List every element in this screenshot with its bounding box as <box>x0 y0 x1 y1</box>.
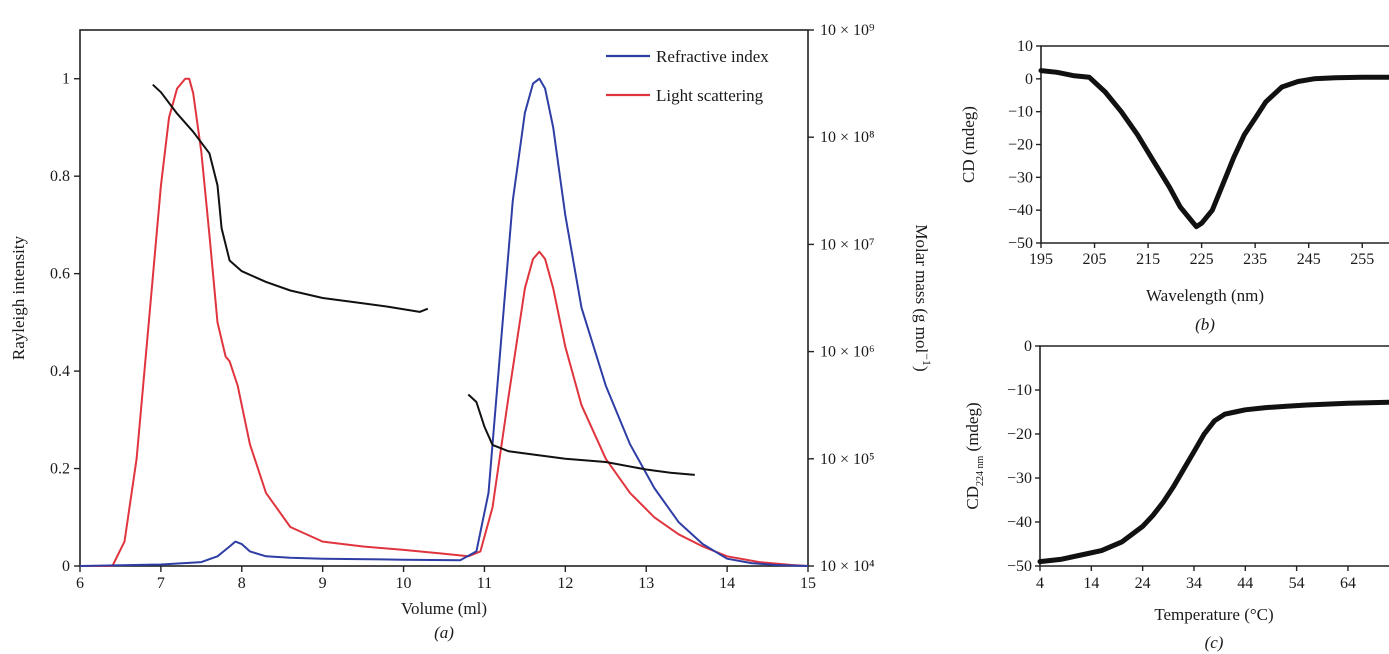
y2-axis-label-text: Molar mass (g mol <box>912 224 931 353</box>
x-tick-label: 44 <box>1237 575 1253 592</box>
y2-tick-label: 10 × 10⁵ <box>820 451 875 468</box>
y-tick-label: 0 <box>1025 71 1033 88</box>
x-tick-label: 8 <box>238 575 246 592</box>
y-tick-label: 0.4 <box>50 363 70 380</box>
y-tick-label: −20 <box>1007 426 1032 443</box>
x-tick-label: 11 <box>477 575 492 592</box>
x-tick-label: 235 <box>1243 251 1267 268</box>
y-axis-label: Rayleigh intensity <box>9 235 28 360</box>
y-axis-label-sub: 224 nm <box>975 456 986 487</box>
y-tick-label: −50 <box>1008 235 1033 252</box>
panel-label-a: (a) <box>434 623 454 642</box>
legend-label-refractive-index: Refractive index <box>656 47 769 66</box>
thermal-melt-line <box>1037 399 1389 565</box>
y-tick-label: −30 <box>1007 470 1032 487</box>
x-axis-label: Temperature (°C) <box>1154 605 1273 624</box>
y-tick-label: 0.2 <box>50 461 70 478</box>
y2-tick-label: 10 × 10⁴ <box>820 558 875 575</box>
molar-mass-line-1 <box>152 83 429 313</box>
x-tick-label: 12 <box>557 575 573 592</box>
x-tick-label: 54 <box>1289 575 1305 592</box>
x-tick-label: 195 <box>1029 251 1053 268</box>
y-tick-label: −30 <box>1008 169 1033 186</box>
y2-axis-label-close: ) <box>912 366 931 372</box>
x-tick-label: 225 <box>1190 251 1214 268</box>
x-tick-label: 34 <box>1186 575 1202 592</box>
y-tick-label: 0.8 <box>50 168 70 185</box>
cd-spectrum-line <box>1038 68 1389 230</box>
x-tick-label: 9 <box>319 575 327 592</box>
y-tick-label: 1 <box>62 71 70 88</box>
y-tick-label: 0 <box>62 558 70 575</box>
x-tick-label: 215 <box>1136 251 1160 268</box>
light-scattering-line <box>80 77 809 567</box>
x-tick-label: 4 <box>1036 575 1044 592</box>
y-tick-label: −10 <box>1008 104 1033 121</box>
x-tick-label: 6 <box>76 575 84 592</box>
x-tick-label: 7 <box>157 575 165 592</box>
x-tick-label: 14 <box>1083 575 1099 592</box>
panel-b: 195 205 215 225 235 245 255 10 0 −10 −20 −30 −40 −50 W… <box>959 38 1389 334</box>
x-tick-label: 15 <box>800 575 816 592</box>
x-tick-label: 24 <box>1135 575 1151 592</box>
x-tick-label: 64 <box>1340 575 1356 592</box>
y-tick-label: −40 <box>1007 514 1032 531</box>
refractive-index-line <box>79 77 809 567</box>
y2-tick-label: 10 × 10⁷ <box>820 236 875 253</box>
plot-frame-c <box>1039 345 1389 567</box>
x-tick-label: 245 <box>1297 251 1321 268</box>
y2-tick-label: 10 × 10⁹ <box>820 22 875 39</box>
x-tick-label: 205 <box>1083 251 1107 268</box>
panel-a: 6 7 8 9 10 11 12 13 14 15 0 0.2 0.4 0.6 0.8 1 10 × 10⁴ 10… <box>9 22 934 642</box>
y-tick-label: −50 <box>1007 558 1032 575</box>
y-tick-label: 0 <box>1024 338 1032 355</box>
y-tick-label: 0.6 <box>50 266 70 283</box>
y-tick-label: −20 <box>1008 137 1033 154</box>
panel-label-b: (b) <box>1195 315 1215 334</box>
legend-label-light-scattering: Light scattering <box>656 86 764 105</box>
y-tick-label: −40 <box>1008 202 1033 219</box>
y-tick-label: 10 <box>1017 38 1033 55</box>
plot-frame-a <box>79 29 809 567</box>
y-axis-label: CD224 nm (mdeg) <box>963 402 986 509</box>
x-axis-label: Volume (ml) <box>401 599 487 618</box>
y2-axis-label: Molar mass (g mol−1) <box>912 224 934 371</box>
y2-tick-label: 10 × 10⁸ <box>820 129 875 146</box>
x-tick-label: 14 <box>719 575 735 592</box>
panel-c: 4 14 24 34 44 54 64 0 −10 −20 −30 −40 −50 Temperature… <box>963 338 1389 652</box>
x-axis-label: Wavelength (nm) <box>1146 286 1264 305</box>
x-tick-label: 13 <box>638 575 654 592</box>
y-axis-label: CD (mdeg) <box>959 106 978 183</box>
x-tick-label: 255 <box>1350 251 1374 268</box>
panel-label-c: (c) <box>1205 633 1224 652</box>
y-tick-label: −10 <box>1007 382 1032 399</box>
y-axis-label-text: CD <box>963 486 982 510</box>
y2-tick-label: 10 × 10⁶ <box>820 344 875 361</box>
y-axis-label-unit: (mdeg) <box>963 402 982 455</box>
x-tick-label: 10 <box>396 575 412 592</box>
y2-axis-label-sup: −1 <box>920 353 934 366</box>
molar-mass-line-2 <box>467 393 695 476</box>
